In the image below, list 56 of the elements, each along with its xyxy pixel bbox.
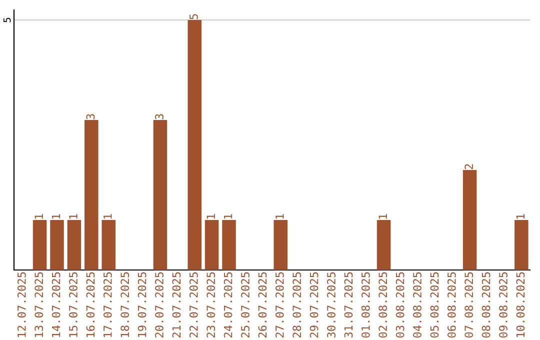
x-tick-label: 01.08.2025 bbox=[361, 272, 370, 338]
x-tick-label: 23.07.2025 bbox=[206, 272, 216, 338]
x-tick-label: 16.07.2025 bbox=[86, 272, 95, 337]
bar bbox=[514, 220, 528, 270]
bar bbox=[376, 220, 391, 270]
data-label: 1 bbox=[34, 214, 43, 219]
data-label: 2 bbox=[464, 164, 473, 170]
x-tick-label: 31.07.2025 bbox=[344, 272, 353, 338]
x-tick-label: 15.07.2025 bbox=[69, 272, 78, 337]
x-tick-label: 22.07.2025 bbox=[189, 272, 198, 338]
x-tick-label: 10.08.2025 bbox=[516, 272, 525, 337]
bar bbox=[274, 220, 288, 270]
x-tick-label: 04.08.2025 bbox=[413, 272, 422, 338]
data-label: 1 bbox=[378, 214, 387, 219]
x-tick-label: 30.07.2025 bbox=[327, 272, 336, 338]
data-label: 3 bbox=[86, 114, 95, 120]
x-tick-label: 13.07.2025 bbox=[34, 272, 44, 337]
x-tick-label: 26.07.2025 bbox=[258, 272, 267, 338]
x-tick-label: 14.07.2025 bbox=[52, 272, 60, 337]
data-label: 1 bbox=[69, 214, 78, 219]
data-label: 1 bbox=[206, 214, 215, 219]
bar bbox=[102, 220, 116, 270]
bar bbox=[462, 170, 477, 270]
bar bbox=[84, 120, 98, 270]
bar bbox=[67, 220, 82, 270]
x-tick-label: 20.07.2025 bbox=[155, 272, 164, 338]
x-tick-label: 02.08.2025 bbox=[378, 272, 388, 338]
x-tick-label: 21.07.2025 bbox=[172, 272, 181, 338]
x-tick-label: 24.07.2025 bbox=[224, 272, 232, 338]
x-tick-label: 03.08.2025 bbox=[396, 272, 404, 338]
data-label: 1 bbox=[104, 214, 112, 219]
bar bbox=[204, 220, 219, 270]
data-label: 1 bbox=[52, 214, 60, 219]
x-tick-label: 05.08.2025 bbox=[430, 272, 439, 338]
bar bbox=[188, 20, 202, 270]
bar bbox=[32, 220, 47, 270]
bar bbox=[222, 220, 236, 270]
x-tick-label: 29.07.2025 bbox=[310, 272, 318, 338]
data-label: 1 bbox=[276, 214, 284, 219]
data-label: 1 bbox=[224, 214, 232, 219]
bar bbox=[153, 120, 168, 270]
x-tick-label: 08.08.2025 bbox=[482, 272, 490, 338]
data-label: 5 bbox=[190, 14, 198, 20]
x-tick-label: 25.07.2025 bbox=[241, 272, 250, 338]
x-tick-label: 17.07.2025 bbox=[103, 272, 112, 337]
data-label: 3 bbox=[155, 114, 164, 120]
data-label: 1 bbox=[516, 214, 524, 219]
bar bbox=[50, 220, 64, 270]
x-tick-label: 18.07.2025 bbox=[120, 272, 130, 337]
x-tick-label: 12.07.2025 bbox=[17, 272, 26, 337]
x-tick-label: 07.08.2025 bbox=[464, 272, 474, 338]
x-tick-label: 06.08.2025 bbox=[447, 272, 456, 338]
x-tick-label: 28.07.2025 bbox=[292, 272, 302, 338]
x-tick-label: 09.08.2025 bbox=[499, 272, 508, 338]
x-tick-label: 27.07.2025 bbox=[275, 272, 284, 338]
x-tick-label: 19.07.2025 bbox=[138, 272, 146, 337]
